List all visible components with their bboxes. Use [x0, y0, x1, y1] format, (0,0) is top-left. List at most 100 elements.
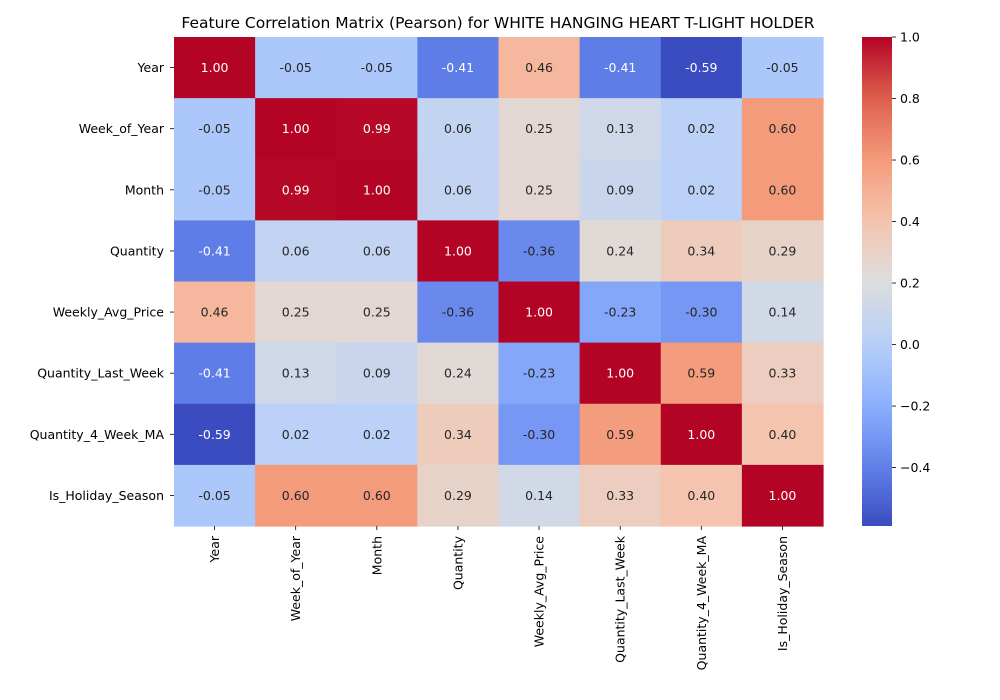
heatmap-cell: [660, 281, 743, 344]
heatmap-cell: [417, 37, 500, 99]
heatmap-cell: [498, 37, 581, 99]
heatmap-cell-value: 0.02: [363, 427, 391, 442]
heatmap-cell: [417, 98, 500, 160]
heatmap-cell-value: 0.13: [282, 366, 310, 381]
heatmap-cell-value: 0.60: [363, 488, 391, 503]
heatmap-cell: [579, 159, 662, 221]
heatmap-cell-value: 0.46: [525, 60, 553, 75]
heatmap-cell-value: 0.14: [525, 488, 553, 503]
column-label: Year: [207, 535, 222, 563]
heatmap-cell: [417, 159, 500, 221]
heatmap-cell-value: -0.41: [198, 243, 230, 258]
heatmap-cell: [336, 98, 418, 160]
heatmap-cell-value: -0.36: [523, 243, 555, 258]
heatmap-cell: [255, 98, 337, 160]
heatmap-cell-value: 0.99: [282, 182, 310, 197]
heatmap-cell-value: 0.33: [606, 488, 634, 503]
heatmap-cell: [579, 403, 662, 466]
heatmap-cell-value: 0.06: [282, 243, 310, 258]
column-label: Month: [369, 536, 384, 575]
heatmap-cell: [255, 342, 337, 405]
heatmap-cell: [336, 464, 418, 527]
heatmap-cell-value: 1.00: [201, 60, 229, 75]
heatmap-cell: [174, 98, 256, 160]
heatmap-cell: [336, 37, 418, 99]
colorbar-tick-label: 0.0: [900, 337, 920, 352]
heatmap-cell-value: 0.99: [363, 121, 391, 136]
heatmap-cell-value: 1.00: [525, 305, 553, 320]
heatmap-cell: [417, 464, 500, 527]
heatmap-cell-value: 0.46: [201, 305, 229, 320]
heatmap-cell-value: -0.05: [766, 60, 798, 75]
heatmap-cell-value: 0.59: [606, 427, 634, 442]
heatmap-cell: [498, 159, 581, 221]
heatmap-cell-value: 0.06: [444, 121, 472, 136]
heatmap-cell-value: 0.59: [687, 366, 715, 381]
heatmap-cell: [417, 220, 500, 283]
column-label: Quantity: [450, 535, 465, 590]
heatmap-cell-value: 0.09: [363, 366, 391, 381]
heatmap-cell: [255, 37, 337, 99]
heatmap-cell: [336, 220, 418, 283]
row-label: Month: [125, 182, 164, 197]
heatmap-cell-value: -0.23: [604, 305, 636, 320]
heatmap-cell-value: -0.41: [604, 60, 636, 75]
heatmap-cell: [660, 342, 743, 405]
row-label: Is_Holiday_Season: [49, 488, 164, 503]
heatmap-cell: [498, 220, 581, 283]
heatmap-cell-value: 0.60: [769, 121, 797, 136]
heatmap-cell: [660, 220, 743, 283]
heatmap-cell: [255, 464, 337, 527]
colorbar-tick-label: 0.2: [900, 276, 920, 291]
heatmap-cell: [174, 159, 256, 221]
row-label: Quantity_Last_Week: [37, 366, 165, 381]
row-label: Quantity: [110, 243, 165, 258]
heatmap-cell: [660, 159, 743, 221]
heatmap-cell-value: 1.00: [363, 182, 391, 197]
heatmap-cell-value: -0.59: [685, 60, 717, 75]
heatmap-cell-value: 0.29: [769, 243, 797, 258]
heatmap-cell: [174, 403, 256, 466]
heatmap-cell-value: 0.34: [444, 427, 472, 442]
heatmap-cell: [741, 220, 824, 283]
heatmap-cell-value: 0.14: [769, 305, 797, 320]
row-label: Quantity_4_Week_MA: [30, 427, 165, 442]
heatmap-cell-value: 0.33: [769, 366, 797, 381]
heatmap-cell-value: 0.40: [769, 427, 797, 442]
heatmap-cell-value: -0.05: [361, 60, 393, 75]
colorbar-tick-label: 0.6: [900, 153, 920, 168]
heatmap-cell: [498, 98, 581, 160]
column-label: Week_of_Year: [288, 535, 303, 621]
heatmap-cell: [660, 37, 743, 99]
row-label: Weekly_Avg_Price: [53, 305, 165, 320]
heatmap-cell-value: -0.05: [198, 182, 230, 197]
heatmap-cell: [579, 281, 662, 344]
heatmap-cell: [417, 281, 500, 344]
heatmap-cell-value: -0.30: [685, 305, 717, 320]
heatmap-cell-value: 0.24: [444, 366, 472, 381]
chart-title: Feature Correlation Matrix (Pearson) for…: [181, 14, 814, 32]
heatmap-cell: [336, 159, 418, 221]
heatmap-cell: [174, 464, 256, 527]
heatmap-cell: [174, 281, 256, 344]
heatmap-cell: [741, 98, 824, 160]
heatmap-cell-value: 0.29: [444, 488, 472, 503]
heatmap-cell: [498, 281, 581, 344]
colorbar-tick-label: −0.2: [900, 399, 930, 414]
heatmap-cell: [660, 464, 743, 527]
heatmap-cell: [579, 220, 662, 283]
heatmap-cell: [255, 220, 337, 283]
heatmap-cell: [336, 403, 418, 466]
heatmap-cell-value: 0.60: [282, 488, 310, 503]
heatmap-cell-value: 0.06: [444, 182, 472, 197]
heatmap-cell-value: 1.00: [282, 121, 310, 136]
column-label: Weekly_Avg_Price: [532, 536, 547, 648]
heatmap-cell: [741, 464, 824, 527]
heatmap-cell-value: -0.23: [523, 366, 555, 381]
heatmap-cell: [255, 281, 337, 344]
colorbar-tick-label: −0.4: [900, 460, 930, 475]
heatmap-cell-value: -0.05: [280, 60, 312, 75]
heatmap-cell-value: 0.25: [525, 182, 553, 197]
heatmap-cell-value: 0.13: [606, 121, 634, 136]
